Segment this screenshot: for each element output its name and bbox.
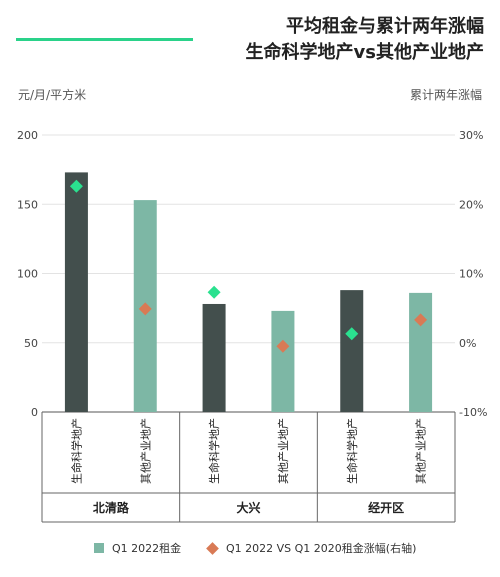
bar — [64, 172, 88, 412]
y-tick-label: 150 — [17, 198, 38, 211]
bar — [340, 290, 364, 412]
x-group-label: 北清路 — [93, 500, 130, 515]
y2-tick-label: 0% — [459, 337, 476, 350]
legend-swatch-rent — [94, 543, 104, 553]
bar — [202, 303, 226, 412]
growth-marker — [276, 339, 290, 353]
y2-tick-label: 20% — [459, 198, 483, 211]
y2-tick-label: 30% — [459, 129, 483, 142]
chart-canvas: 0 50 100 150 200 -10% 0% 10% 20% 30% 生命科学地产 其他产业地产 生… — [17, 129, 487, 523]
title-line-1: 平均租金与累计两年涨幅 — [286, 16, 484, 37]
chart-title: 平均租金与累计两年涨幅 生命科学地产vs其他产业地产 — [246, 14, 484, 66]
legend-label-growth: Q1 2022 VS Q1 2020租金涨幅(右轴) — [226, 542, 417, 555]
accent-rule — [16, 38, 193, 41]
legend-label-rent: Q1 2022租金 — [112, 542, 182, 555]
y-tick-label: 50 — [24, 337, 38, 350]
growth-marker — [345, 327, 359, 341]
y2-tick-label: -10% — [459, 406, 487, 419]
legend: Q1 2022租金 Q1 2022 VS Q1 2020租金涨幅(右轴) — [0, 540, 500, 556]
y-tick-label: 100 — [17, 268, 38, 281]
x-category-label: 其他产业地产 — [276, 418, 290, 484]
right-axis-unit: 累计两年涨幅 — [409, 88, 482, 102]
y-tick-label: 0 — [31, 406, 38, 419]
x-group-label: 经开区 — [368, 500, 404, 515]
growth-marker — [138, 302, 152, 316]
title-line-2: 生命科学地产vs其他产业地产 — [245, 42, 484, 63]
growth-marker — [207, 285, 221, 299]
legend-item-rent: Q1 2022租金 — [94, 540, 181, 556]
bar — [271, 310, 295, 412]
y2-tick-label: 10% — [459, 268, 483, 281]
left-axis-unit: 元/月/平方米 — [18, 88, 87, 102]
y-tick-label: 200 — [17, 129, 38, 142]
legend-item-growth: Q1 2022 VS Q1 2020租金涨幅(右轴) — [206, 540, 417, 556]
bar — [409, 292, 433, 412]
x-category-label: 生命科学地产 — [207, 418, 221, 484]
growth-marker — [69, 179, 83, 193]
x-group-label: 大兴 — [236, 500, 260, 515]
x-category-label: 生命科学地产 — [69, 418, 83, 484]
x-category-label: 其他产业地产 — [138, 418, 152, 484]
x-category-label: 其他产业地产 — [414, 418, 428, 484]
growth-marker — [414, 313, 428, 327]
x-category-label: 生命科学地产 — [345, 418, 359, 484]
legend-swatch-growth — [206, 541, 219, 555]
